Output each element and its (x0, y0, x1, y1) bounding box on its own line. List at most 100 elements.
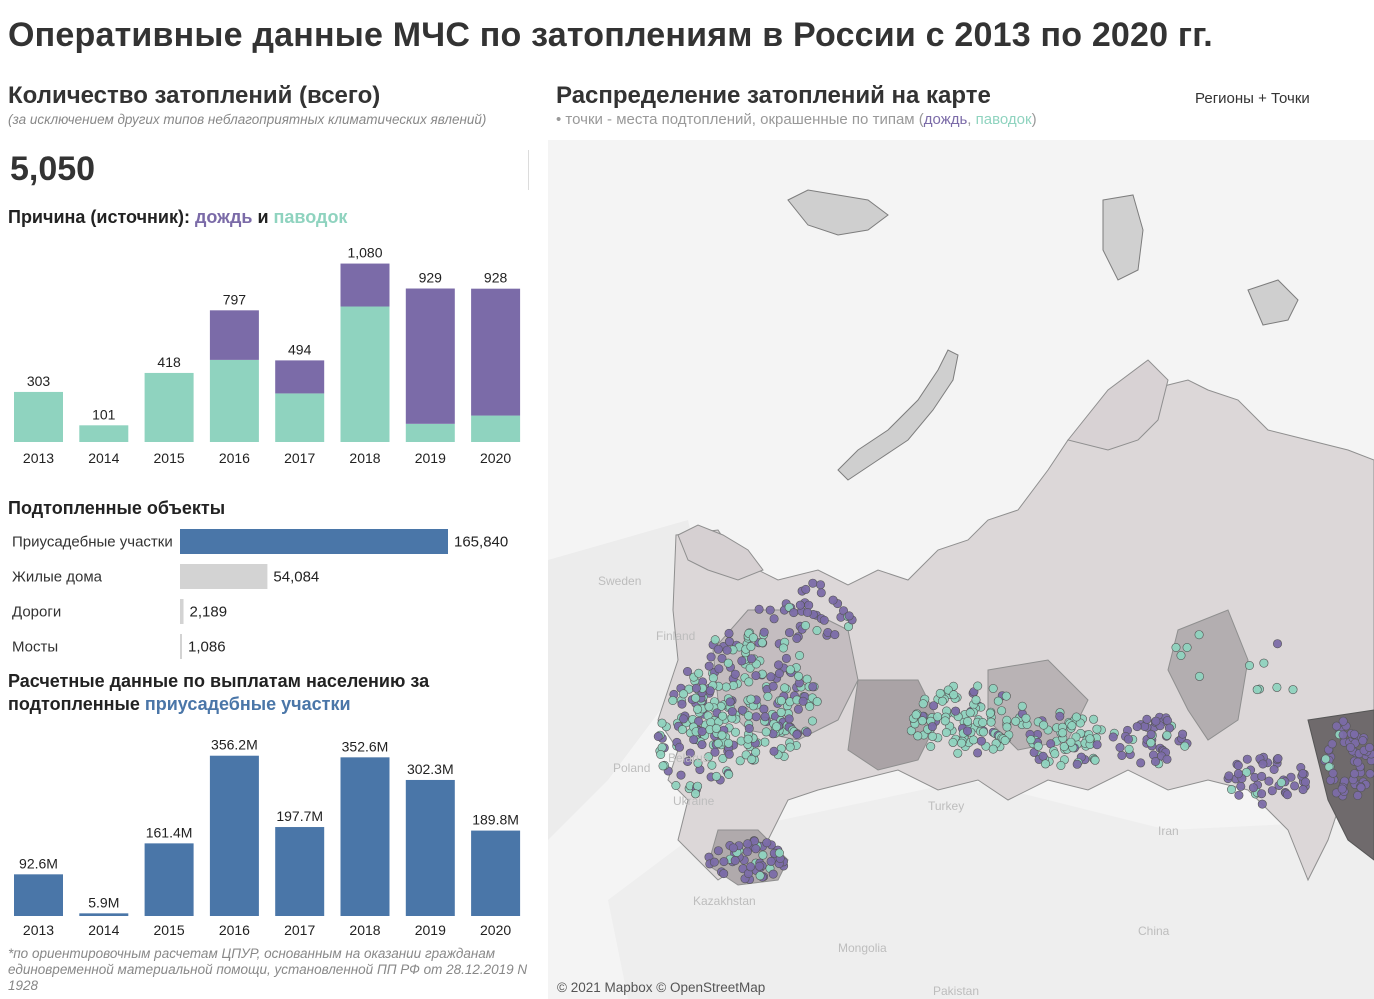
flood-point[interactable] (723, 658, 733, 668)
rain-point[interactable] (762, 838, 772, 848)
rain-point[interactable] (951, 706, 961, 716)
rain-point[interactable] (755, 861, 765, 871)
rain-point[interactable] (759, 627, 769, 637)
rain-point[interactable] (679, 714, 689, 724)
bar-rain-2019[interactable] (405, 288, 455, 424)
rain-point[interactable] (1358, 736, 1368, 746)
rain-point[interactable] (927, 722, 937, 732)
objects-bar[interactable] (180, 634, 182, 659)
flood-point[interactable] (812, 697, 822, 707)
rain-point[interactable] (751, 844, 761, 854)
flood-point[interactable] (978, 717, 988, 727)
bar-flood-2018[interactable] (340, 306, 390, 442)
flood-point[interactable] (805, 701, 815, 711)
flood-point[interactable] (724, 738, 734, 748)
flood-point[interactable] (743, 734, 753, 744)
rain-point[interactable] (691, 683, 701, 693)
bar-flood-2015[interactable] (144, 372, 194, 442)
rain-point[interactable] (1248, 783, 1258, 793)
flood-point[interactable] (693, 758, 703, 768)
flood-point[interactable] (941, 727, 951, 737)
flood-point[interactable] (957, 738, 967, 748)
flood-point[interactable] (1092, 724, 1102, 734)
flood-point[interactable] (973, 681, 983, 691)
rain-point[interactable] (744, 723, 754, 733)
flood-point[interactable] (708, 673, 718, 683)
flood-point[interactable] (755, 871, 765, 881)
rain-point[interactable] (795, 600, 805, 610)
rain-point[interactable] (1258, 759, 1268, 769)
rain-point[interactable] (743, 839, 753, 849)
rain-point[interactable] (765, 605, 775, 615)
rain-point[interactable] (785, 628, 795, 638)
flood-point[interactable] (978, 727, 988, 737)
bar-rain-2017[interactable] (275, 360, 325, 394)
rain-point[interactable] (1328, 768, 1338, 778)
payment-bar-2019[interactable] (405, 779, 455, 916)
rain-point[interactable] (677, 699, 687, 709)
rain-point[interactable] (769, 614, 779, 624)
rain-point[interactable] (781, 653, 791, 663)
flood-point[interactable] (744, 677, 754, 687)
rain-point[interactable] (683, 666, 693, 676)
payment-bar-2014[interactable] (79, 913, 129, 916)
flood-point[interactable] (785, 742, 795, 752)
rain-point[interactable] (766, 672, 776, 682)
rain-point[interactable] (1365, 769, 1374, 779)
flood-point[interactable] (658, 761, 668, 771)
bar-flood-2017[interactable] (275, 393, 325, 442)
flood-point[interactable] (1026, 735, 1036, 745)
flood-point[interactable] (985, 708, 995, 718)
flood-point[interactable] (1146, 738, 1156, 748)
flood-point[interactable] (717, 730, 727, 740)
flood-point[interactable] (780, 683, 790, 693)
rain-point[interactable] (694, 716, 704, 726)
rain-point[interactable] (675, 742, 685, 752)
flood-point[interactable] (997, 706, 1007, 716)
rain-point[interactable] (1364, 742, 1374, 752)
flood-point[interactable] (711, 723, 721, 733)
flood-point[interactable] (965, 708, 975, 718)
rain-point[interactable] (1123, 734, 1133, 744)
flood-point[interactable] (1272, 682, 1282, 692)
rain-point[interactable] (1338, 730, 1348, 740)
rain-point[interactable] (819, 615, 829, 625)
flood-point[interactable] (911, 710, 921, 720)
rain-point[interactable] (1264, 776, 1274, 786)
rain-point[interactable] (774, 660, 784, 670)
rain-point[interactable] (769, 746, 779, 756)
rain-point[interactable] (789, 608, 799, 618)
rain-point[interactable] (1269, 764, 1279, 774)
rain-point[interactable] (1151, 716, 1161, 726)
rain-point[interactable] (724, 628, 734, 638)
bar-rain-2016[interactable] (209, 310, 259, 360)
rain-point[interactable] (1092, 740, 1102, 750)
rain-point[interactable] (768, 869, 778, 879)
rain-point[interactable] (737, 705, 747, 715)
flood-point[interactable] (1000, 735, 1010, 745)
rain-point[interactable] (751, 712, 761, 722)
rain-point[interactable] (709, 857, 719, 867)
rain-point[interactable] (1298, 769, 1308, 779)
flood-point[interactable] (746, 642, 756, 652)
objects-bar[interactable] (180, 564, 268, 589)
rain-point[interactable] (719, 857, 729, 867)
rain-point[interactable] (830, 630, 840, 640)
flood-point[interactable] (1252, 685, 1262, 695)
flood-point[interactable] (1090, 755, 1100, 765)
rain-point[interactable] (1356, 783, 1366, 793)
flood-point[interactable] (812, 625, 822, 635)
rain-point[interactable] (754, 604, 764, 614)
rain-point[interactable] (1257, 771, 1267, 781)
flood-point[interactable] (1040, 759, 1050, 769)
rain-point[interactable] (1236, 781, 1246, 791)
flood-point[interactable] (927, 731, 937, 741)
rain-point[interactable] (768, 681, 778, 691)
flood-point[interactable] (1288, 685, 1298, 695)
flood-point[interactable] (772, 722, 782, 732)
flood-point[interactable] (948, 737, 958, 747)
rain-point[interactable] (808, 578, 818, 588)
rain-point[interactable] (1117, 750, 1127, 760)
flood-point[interactable] (1056, 760, 1066, 770)
flood-point[interactable] (1001, 691, 1011, 701)
